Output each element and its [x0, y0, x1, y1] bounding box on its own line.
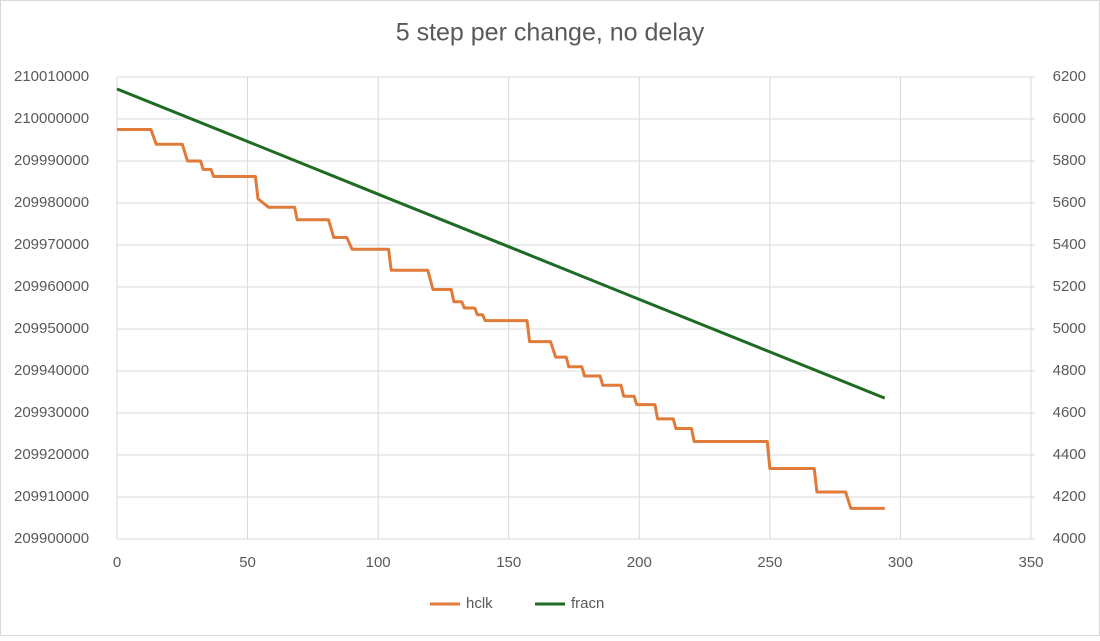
- y-tick-label: 209950000: [14, 320, 89, 337]
- series-line: [116, 87, 886, 400]
- x-tick-label: 250: [757, 554, 782, 571]
- y-tick-label: 210000000: [14, 110, 89, 127]
- legend-label: hclk: [466, 595, 493, 612]
- y2-tick-label: 5400: [1053, 236, 1086, 253]
- y-tick-label: 209910000: [14, 488, 89, 505]
- x-tick-label: 100: [366, 554, 391, 571]
- y2-tick-label: 5800: [1053, 152, 1086, 169]
- y2-tick-label: 5200: [1053, 278, 1086, 295]
- y-tick-label: 209970000: [14, 236, 89, 253]
- y2-tick-label: 6200: [1053, 68, 1086, 85]
- y-tick-label: 209940000: [14, 362, 89, 379]
- y-tick-label: 209980000: [14, 194, 89, 211]
- x-tick-label: 50: [239, 554, 256, 571]
- legend-label: fracn: [571, 595, 604, 612]
- y-tick-label: 209990000: [14, 152, 89, 169]
- x-tick-label: 350: [1018, 554, 1043, 571]
- y2-tick-label: 4800: [1053, 362, 1086, 379]
- y2-tick-label: 4200: [1053, 488, 1086, 505]
- series-line: [117, 128, 885, 510]
- chart-title: 5 step per change, no delay: [396, 19, 705, 47]
- y-tick-label: 209900000: [14, 530, 89, 547]
- y-tick-label: 210010000: [14, 68, 89, 85]
- x-tick-label: 300: [888, 554, 913, 571]
- y2-tick-label: 6000: [1053, 110, 1086, 127]
- y2-tick-label: 5000: [1053, 320, 1086, 337]
- y2-tick-label: 4000: [1053, 530, 1086, 547]
- y-tick-label: 209930000: [14, 404, 89, 421]
- y2-tick-label: 4600: [1053, 404, 1086, 421]
- y-tick-label: 209960000: [14, 278, 89, 295]
- x-tick-label: 0: [113, 554, 121, 571]
- y2-tick-label: 4400: [1053, 446, 1086, 463]
- y2-tick-label: 5600: [1053, 194, 1086, 211]
- y-tick-label: 209920000: [14, 446, 89, 463]
- x-tick-label: 150: [496, 554, 521, 571]
- x-tick-label: 200: [627, 554, 652, 571]
